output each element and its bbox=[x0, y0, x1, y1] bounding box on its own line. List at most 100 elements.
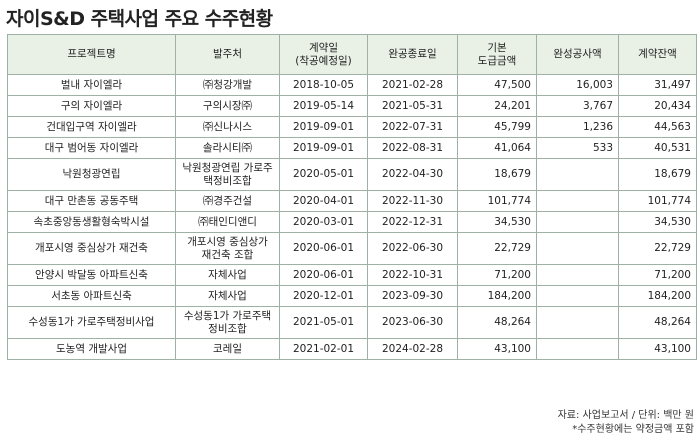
table-row: 안양시 박달동 아파트신축 자체사업 2020-06-01 2022-10-31 71,… bbox=[7, 264, 697, 286]
completed-amount-cell: 16,003 bbox=[536, 74, 619, 96]
orders-table: 프로젝트명 발주처 계약일 (착공예정일) 완공종료일 기본 도급금액 완성공사액 … bbox=[7, 34, 697, 360]
contract-amount-cell: 24,201 bbox=[457, 95, 537, 117]
client-cell: ㈜경주건설 bbox=[175, 190, 280, 212]
completed-amount-cell bbox=[536, 306, 619, 339]
contract-date-cell: 2019-09-01 bbox=[279, 116, 368, 138]
remaining-amount-cell: 31,497 bbox=[618, 74, 697, 96]
contract-date-cell: 2018-10-05 bbox=[279, 74, 368, 96]
table-row: 서초동 아파트신축 자체사업 2020-12-01 2023-09-30 184,200… bbox=[7, 285, 697, 307]
table-row: 벌내 자이엘라 ㈜청강개발 2018-10-05 2021-02-28 47,500 16… bbox=[7, 74, 697, 96]
remaining-amount-cell: 20,434 bbox=[618, 95, 697, 117]
header-project-name: 프로젝트명 bbox=[7, 34, 176, 75]
completion-date-cell: 2021-02-28 bbox=[367, 74, 458, 96]
completion-date-cell: 2022-04-30 bbox=[367, 158, 458, 191]
contract-amount-cell: 71,200 bbox=[457, 264, 537, 286]
table-row: 대구 범어동 자이엘라 솔라시티㈜ 2019-09-01 2022-08-31 41,0… bbox=[7, 137, 697, 159]
client-cell: 자체사업 bbox=[175, 285, 280, 307]
project-name-cell: 속초중앙동생활형숙박시설 bbox=[7, 211, 176, 233]
completion-date-cell: 2022-08-31 bbox=[367, 137, 458, 159]
completed-amount-cell: 1,236 bbox=[536, 116, 619, 138]
project-name-cell: 낙원청광연립 bbox=[7, 158, 176, 191]
completion-date-cell: 2024-02-28 bbox=[367, 338, 458, 360]
client-cell: 코레일 bbox=[175, 338, 280, 360]
completion-date-cell: 2022-10-31 bbox=[367, 264, 458, 286]
header-completion-date: 완공종료일 bbox=[367, 34, 458, 75]
remaining-amount-cell: 71,200 bbox=[618, 264, 697, 286]
completed-amount-cell bbox=[536, 211, 619, 233]
completed-amount-cell: 533 bbox=[536, 137, 619, 159]
contract-amount-cell: 184,200 bbox=[457, 285, 537, 307]
table-row: 구의 자이엘라 구의시장㈜ 2019-05-14 2021-05-31 24,201 3,… bbox=[7, 95, 697, 117]
header-remaining-amount: 계약잔액 bbox=[618, 34, 697, 75]
project-name-cell: 건대입구역 자이엘라 bbox=[7, 116, 176, 138]
client-cell: 낙원청광연립 가로주택정비조합 bbox=[175, 158, 280, 191]
project-name-cell: 대구 만촌동 공동주택 bbox=[7, 190, 176, 212]
contract-amount-cell: 43,100 bbox=[457, 338, 537, 360]
project-name-cell: 수성동1가 가로주택정비사업 bbox=[7, 306, 176, 339]
remaining-amount-cell: 184,200 bbox=[618, 285, 697, 307]
completed-amount-cell: 3,767 bbox=[536, 95, 619, 117]
remaining-amount-cell: 34,530 bbox=[618, 211, 697, 233]
remaining-amount-cell: 18,679 bbox=[618, 158, 697, 191]
completed-amount-cell bbox=[536, 158, 619, 191]
completion-date-cell: 2022-07-31 bbox=[367, 116, 458, 138]
project-name-cell: 개포시영 중심상가 재건축 bbox=[7, 232, 176, 265]
project-name-cell: 구의 자이엘라 bbox=[7, 95, 176, 117]
table-row: 속초중앙동생활형숙박시설 ㈜태인디앤디 2020-03-01 2022-12-31 34… bbox=[7, 211, 697, 233]
header-contract-date: 계약일 (착공예정일) bbox=[279, 34, 368, 75]
source-note: 자료: 사업보고서 / 단위: 백만 원 bbox=[557, 410, 694, 421]
header-completed-amount: 완성공사액 bbox=[536, 34, 619, 75]
remaining-amount-cell: 40,531 bbox=[618, 137, 697, 159]
table-row: 개포시영 중심상가 재건축 개포시영 중심상가 재건축 조합 2020-06-01 2… bbox=[7, 232, 697, 265]
remaining-amount-cell: 48,264 bbox=[618, 306, 697, 339]
client-cell: 구의시장㈜ bbox=[175, 95, 280, 117]
project-name-cell: 대구 범어동 자이엘라 bbox=[7, 137, 176, 159]
contract-date-cell: 2019-05-14 bbox=[279, 95, 368, 117]
contract-date-cell: 2020-06-01 bbox=[279, 264, 368, 286]
contract-date-cell: 2020-04-01 bbox=[279, 190, 368, 212]
contract-date-cell: 2019-09-01 bbox=[279, 137, 368, 159]
header-contract-amount: 기본 도급금액 bbox=[457, 34, 537, 75]
completion-date-cell: 2021-05-31 bbox=[367, 95, 458, 117]
completed-amount-cell bbox=[536, 338, 619, 360]
contract-amount-cell: 22,729 bbox=[457, 232, 537, 265]
remaining-amount-cell: 44,563 bbox=[618, 116, 697, 138]
header-client: 발주처 bbox=[175, 34, 280, 75]
footnote: *수주현황에는 약정금액 포함 bbox=[572, 424, 694, 435]
contract-amount-cell: 34,530 bbox=[457, 211, 537, 233]
client-cell: ㈜태인디앤디 bbox=[175, 211, 280, 233]
completion-date-cell: 2023-06-30 bbox=[367, 306, 458, 339]
client-cell: ㈜청강개발 bbox=[175, 74, 280, 96]
table-header-row: 프로젝트명 발주처 계약일 (착공예정일) 완공종료일 기본 도급금액 완성공사액 … bbox=[7, 34, 697, 75]
contract-amount-cell: 41,064 bbox=[457, 137, 537, 159]
project-name-cell: 도농역 개발사업 bbox=[7, 338, 176, 360]
remaining-amount-cell: 22,729 bbox=[618, 232, 697, 265]
client-cell: 자체사업 bbox=[175, 264, 280, 286]
table-row: 수성동1가 가로주택정비사업 수성동1가 가로주택정비조합 2021-05-01 20… bbox=[7, 306, 697, 339]
page-title: 자이S&D 주택사업 주요 수주현황 bbox=[6, 8, 273, 30]
contract-amount-cell: 48,264 bbox=[457, 306, 537, 339]
contract-amount-cell: 47,500 bbox=[457, 74, 537, 96]
contract-amount-cell: 45,799 bbox=[457, 116, 537, 138]
completion-date-cell: 2022-12-31 bbox=[367, 211, 458, 233]
table-row: 대구 만촌동 공동주택 ㈜경주건설 2020-04-01 2022-11-30 101,… bbox=[7, 190, 697, 212]
remaining-amount-cell: 43,100 bbox=[618, 338, 697, 360]
table-row: 낙원청광연립 낙원청광연립 가로주택정비조합 2020-05-01 2022-04-3… bbox=[7, 158, 697, 191]
client-cell: 개포시영 중심상가 재건축 조합 bbox=[175, 232, 280, 265]
completed-amount-cell bbox=[536, 190, 619, 212]
contract-date-cell: 2020-06-01 bbox=[279, 232, 368, 265]
table-row: 도농역 개발사업 코레일 2021-02-01 2024-02-28 43,100 43,… bbox=[7, 338, 697, 360]
completed-amount-cell bbox=[536, 232, 619, 265]
contract-date-cell: 2020-12-01 bbox=[279, 285, 368, 307]
completion-date-cell: 2023-09-30 bbox=[367, 285, 458, 307]
client-cell: 솔라시티㈜ bbox=[175, 137, 280, 159]
completed-amount-cell bbox=[536, 264, 619, 286]
table-row: 건대입구역 자이엘라 ㈜신나시스 2019-09-01 2022-07-31 45,79… bbox=[7, 116, 697, 138]
contract-date-cell: 2020-03-01 bbox=[279, 211, 368, 233]
remaining-amount-cell: 101,774 bbox=[618, 190, 697, 212]
contract-amount-cell: 18,679 bbox=[457, 158, 537, 191]
completion-date-cell: 2022-06-30 bbox=[367, 232, 458, 265]
client-cell: ㈜신나시스 bbox=[175, 116, 280, 138]
client-cell: 수성동1가 가로주택정비조합 bbox=[175, 306, 280, 339]
contract-date-cell: 2020-05-01 bbox=[279, 158, 368, 191]
